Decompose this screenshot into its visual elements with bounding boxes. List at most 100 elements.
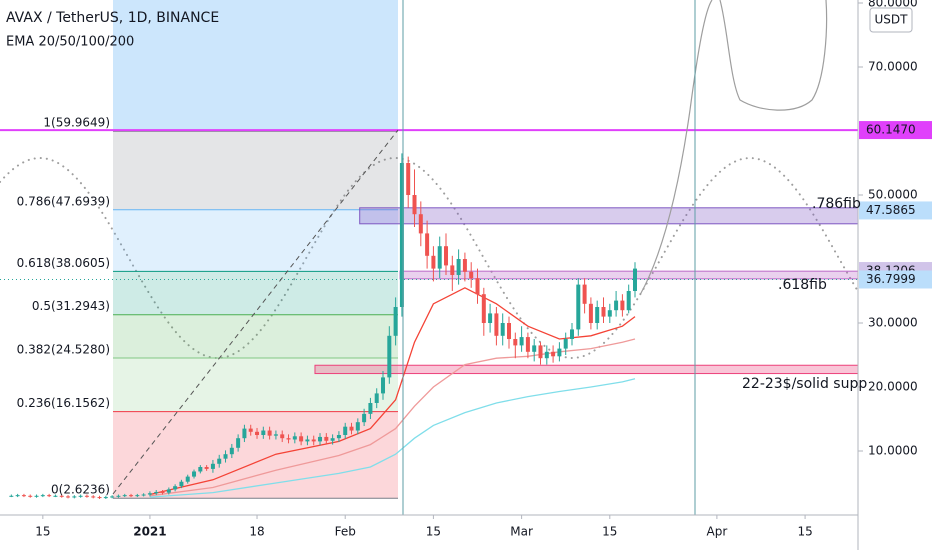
candle-body: [267, 430, 272, 436]
candle-body: [9, 495, 14, 497]
candle-body: [412, 195, 417, 215]
fib-label: 0.786(47.6939): [17, 194, 110, 208]
price-tag: [859, 201, 932, 220]
candle-body: [280, 434, 285, 439]
candle-body: [393, 307, 398, 336]
candle-body: [488, 313, 493, 324]
candle-body: [116, 495, 121, 497]
candle-body: [53, 495, 58, 497]
candle-body: [66, 496, 71, 498]
candle-body: [311, 439, 316, 442]
fib-zone: [113, 131, 398, 210]
candle-body: [154, 491, 159, 494]
candle-body: [494, 313, 499, 336]
candle-body: [324, 436, 329, 441]
ema-line: [149, 338, 636, 497]
candle-body: [198, 467, 203, 472]
candle-body: [620, 300, 625, 311]
candle-body: [204, 467, 209, 469]
candle-body: [103, 497, 108, 499]
annotation: .786fib: [812, 196, 861, 212]
price-tag: [859, 270, 932, 289]
candle-body: [355, 422, 360, 431]
x-tick-label: Feb: [335, 525, 356, 539]
fib-label: 0.5(31.2943): [32, 299, 110, 313]
candle-body: [532, 345, 537, 352]
x-tick-label: 18: [249, 525, 264, 539]
y-tick-label: 50.0000: [868, 188, 918, 202]
annotation: .618fib: [778, 277, 827, 293]
candle-body: [305, 439, 310, 442]
candle-body: [538, 345, 543, 359]
unit-label: USDT: [875, 13, 909, 27]
candle-body: [387, 335, 392, 378]
candle-body: [343, 426, 348, 436]
fib-label: 0.382(24.5280): [17, 343, 110, 357]
candle-body: [261, 430, 266, 436]
candle-body: [217, 458, 222, 464]
fib-zone: [113, 358, 398, 412]
candle-body: [557, 348, 562, 357]
candle-body: [525, 337, 530, 352]
candle-body: [236, 438, 241, 448]
candle-body: [135, 495, 140, 497]
candle-body: [330, 438, 335, 441]
candle-body: [91, 496, 96, 498]
candle-body: [513, 339, 518, 346]
candle-body: [21, 495, 26, 497]
candle-body: [481, 294, 486, 324]
candle-body: [160, 491, 165, 493]
candle-body: [59, 495, 64, 497]
y-tick-label: 70.0000: [868, 60, 918, 74]
candle-body: [614, 300, 619, 311]
candle-body: [588, 303, 593, 324]
indicator-title: EMA 20/50/100/200: [6, 35, 134, 50]
candle-body: [632, 268, 637, 292]
candle-body: [500, 323, 505, 336]
candle-body: [595, 307, 600, 324]
candle-body: [286, 438, 291, 440]
candle-body: [425, 233, 430, 256]
candle-body: [362, 413, 367, 423]
candle-body: [97, 497, 102, 499]
symbol-title: AVAX / TetherUS, 1D, BINANCE: [6, 10, 219, 26]
x-tick-label: 15: [35, 525, 50, 539]
cycle-curve: [0, 156, 859, 359]
candle-body: [399, 163, 404, 308]
candle-body: [210, 463, 215, 469]
candle-body: [336, 435, 341, 439]
x-tick-label: 15: [602, 525, 617, 539]
ema-line: [149, 287, 636, 496]
price-tag-label: 36.7999: [866, 272, 916, 286]
fib-zone: [113, 314, 398, 359]
candle-body: [255, 431, 260, 436]
candle-body: [570, 329, 574, 340]
candle-body: [179, 481, 184, 487]
candle-body: [78, 495, 83, 497]
price-tag-label: 47.5865: [866, 203, 916, 217]
candle-body: [374, 393, 379, 404]
candle-body: [173, 486, 178, 490]
fib-zone: [113, 271, 398, 315]
candle-body: [248, 428, 253, 432]
candle-body: [462, 259, 467, 272]
candle-body: [607, 310, 612, 317]
candle-body: [185, 476, 190, 482]
zone: [314, 364, 859, 375]
x-tick-label: Mar: [510, 525, 533, 539]
candle-body: [626, 291, 631, 311]
candle-body: [431, 255, 436, 269]
annotation: 22-23$/solid supp: [742, 376, 867, 392]
candle-body: [381, 377, 386, 394]
candle-body: [129, 495, 134, 497]
date-range-highlight: [113, 0, 398, 130]
unit-box[interactable]: [869, 7, 913, 33]
candle-body: [437, 246, 442, 269]
fib-zone: [113, 209, 398, 272]
y-tick-label: 80.0000: [868, 0, 918, 10]
candle-body: [469, 271, 474, 279]
candle-body: [456, 259, 461, 276]
candle-body: [229, 447, 234, 455]
candle-body: [318, 436, 323, 442]
y-tick-label: 10.0000: [868, 444, 918, 458]
